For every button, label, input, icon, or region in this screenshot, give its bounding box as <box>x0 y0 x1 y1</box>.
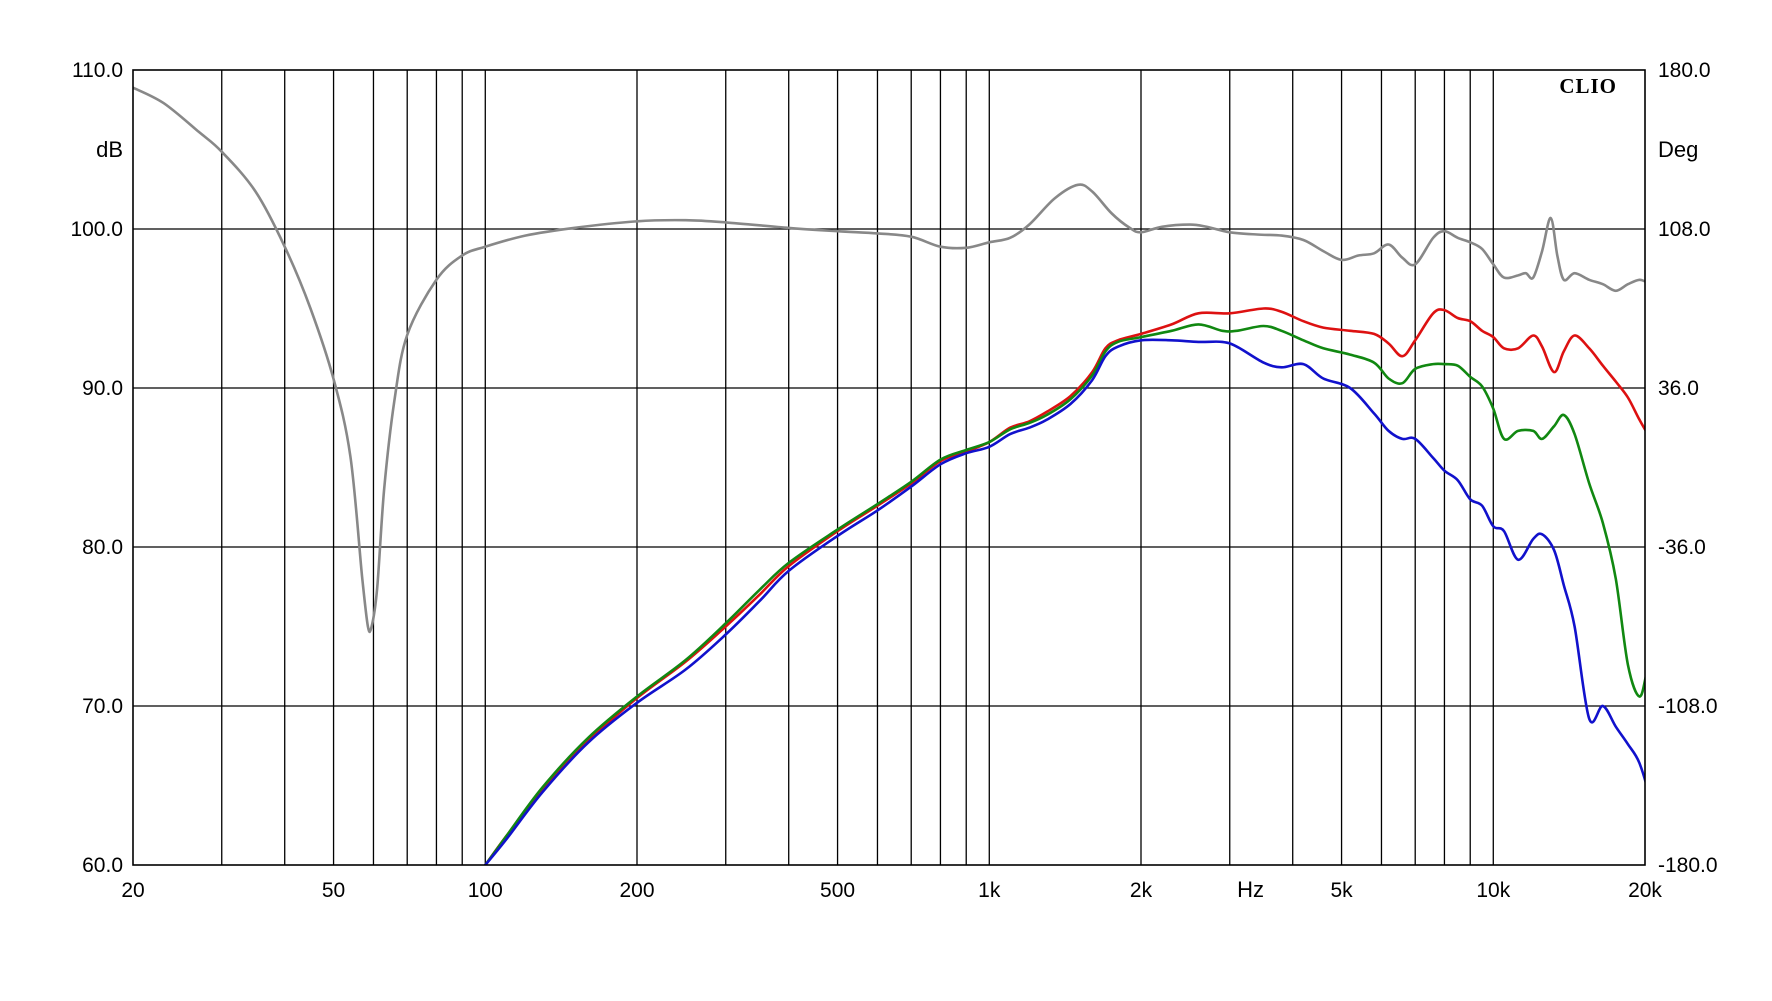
x-tick-label: 500 <box>820 879 855 902</box>
x-tick-label: 10k <box>1476 879 1510 902</box>
x-axis-unit: Hz <box>1237 877 1264 902</box>
x-tick-label: 2k <box>1130 879 1153 902</box>
x-tick-label: 50 <box>322 879 345 902</box>
series-line-blue <box>484 338 1645 865</box>
y-right-tick-label: 180.0 <box>1658 59 1711 82</box>
labels: dB Deg Hz CLIO 20 50 100 200 500 1k 2k 5k 10k 20k… <box>70 59 1717 902</box>
right-axis-unit: Deg <box>1658 137 1698 162</box>
y-right-tick-label: -108.0 <box>1658 695 1718 718</box>
y-right-tick-label: -36.0 <box>1658 536 1706 559</box>
x-tick-label: 20 <box>121 879 144 902</box>
y-right-tick-label: 108.0 <box>1658 218 1711 241</box>
x-tick-label: 5k <box>1330 879 1353 902</box>
series-line-red <box>484 307 1645 865</box>
x-tick-label: 200 <box>619 879 654 902</box>
series-layer <box>133 86 1645 865</box>
x-tick-label: 100 <box>468 879 503 902</box>
brand-label: CLIO <box>1559 74 1617 98</box>
y-left-tick-label: 90.0 <box>82 377 123 400</box>
plot-frame <box>132 69 1646 866</box>
x-tick-label: 20k <box>1628 879 1662 902</box>
y-left-tick-label: 100.0 <box>70 218 123 241</box>
y-right-tick-label: -180.0 <box>1658 854 1718 877</box>
left-axis-unit: dB <box>96 137 123 162</box>
y-right-tick-label: 36.0 <box>1658 377 1699 400</box>
series-line-phase <box>133 86 1645 634</box>
y-left-tick-label: 60.0 <box>82 854 123 877</box>
y-left-tick-label: 70.0 <box>82 695 123 718</box>
y-left-tick-label: 80.0 <box>82 536 123 559</box>
series-line-green <box>484 323 1645 865</box>
x-tick-label: 1k <box>978 879 1001 902</box>
grid <box>133 70 1645 865</box>
y-left-tick-label: 110.0 <box>72 59 123 82</box>
